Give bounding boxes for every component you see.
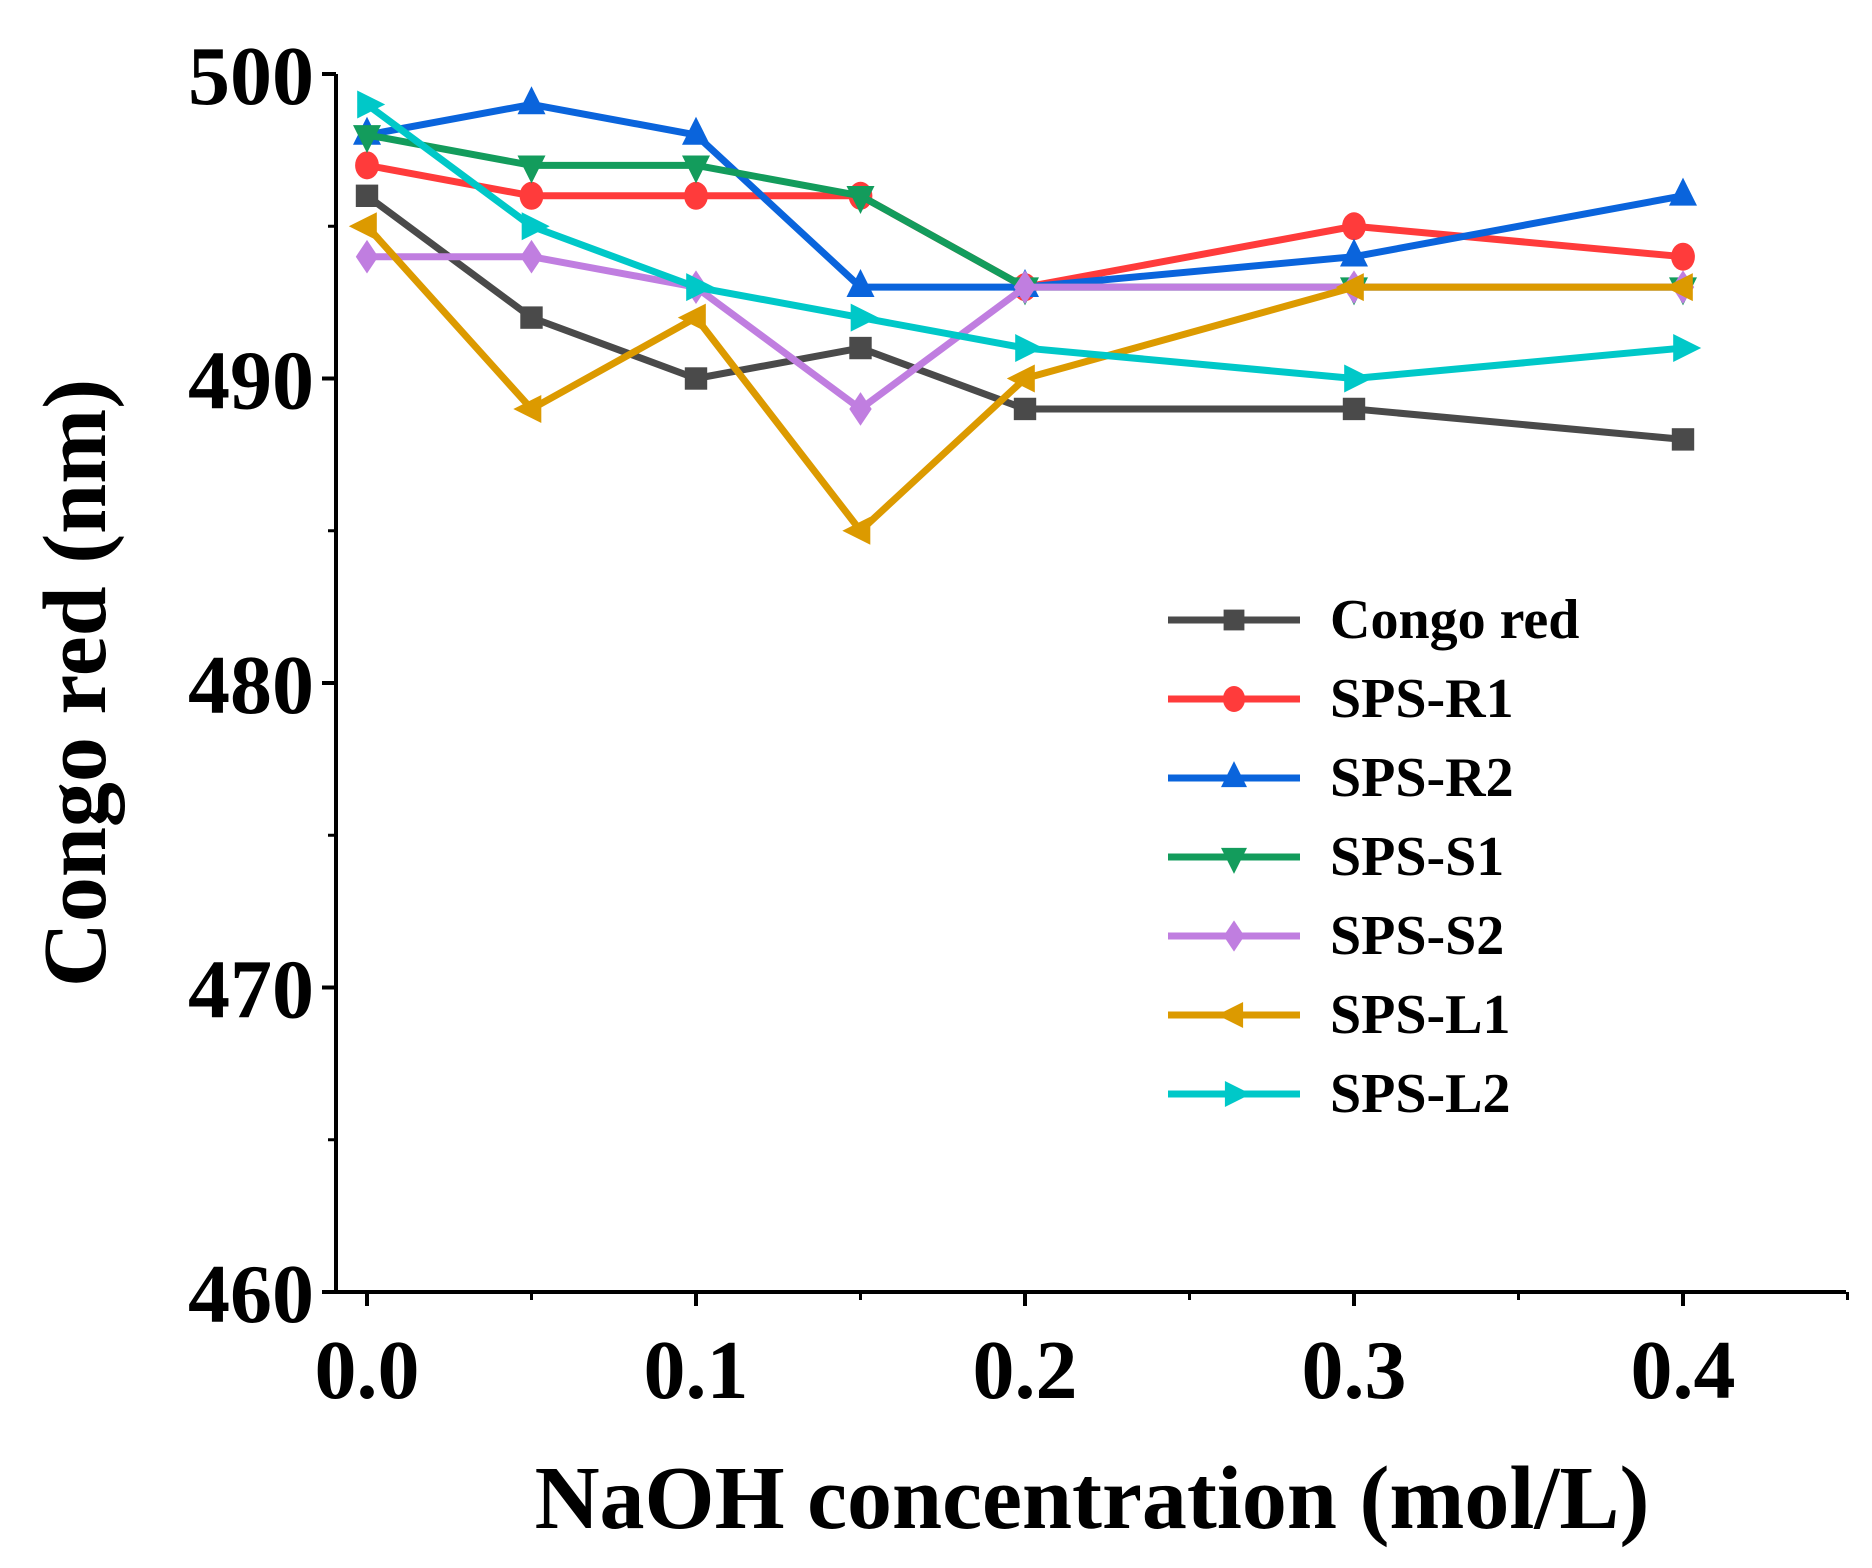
data-point-sps-s2 bbox=[355, 239, 379, 274]
data-point-congo-red bbox=[1013, 397, 1037, 421]
data-point-sps-l1 bbox=[513, 394, 542, 423]
data-point-sps-l2 bbox=[1344, 364, 1373, 393]
data-point-sps-s2 bbox=[520, 239, 543, 274]
legend-label: Congo red bbox=[1330, 589, 1579, 651]
legend-item-sps-r2: SPS-R2 bbox=[1168, 747, 1514, 809]
data-point-sps-r1 bbox=[684, 181, 708, 210]
data-point-sps-l1 bbox=[1335, 273, 1364, 302]
data-point-sps-r1 bbox=[355, 151, 379, 180]
data-point-sps-r2 bbox=[682, 116, 710, 145]
legend-item-sps-r1: SPS-R1 bbox=[1168, 668, 1514, 730]
data-point-sps-s1 bbox=[517, 155, 546, 184]
data-point-sps-l2 bbox=[686, 273, 715, 302]
data-point-congo-red bbox=[1342, 397, 1366, 421]
legend-label: SPS-S1 bbox=[1330, 826, 1504, 888]
data-point-sps-l1 bbox=[1664, 273, 1693, 302]
y-tick-label: 470 bbox=[188, 944, 314, 1037]
axes: 460 470 480 490 500 0.0 0.1 0.2 0.3 0.4 bbox=[188, 30, 1849, 1417]
y-tick-label: 500 bbox=[188, 30, 314, 123]
legend-marker bbox=[1223, 609, 1245, 631]
x-tick-label: 0.4 bbox=[1631, 1324, 1736, 1417]
data-point-sps-l2 bbox=[1673, 334, 1702, 363]
legend-item-sps-l1: SPS-L1 bbox=[1168, 984, 1511, 1046]
legend-label: SPS-S2 bbox=[1330, 905, 1504, 967]
data-point-sps-r1 bbox=[1671, 242, 1695, 271]
data-point-sps-r2 bbox=[846, 268, 875, 297]
legend-marker bbox=[1224, 1081, 1251, 1107]
series-sps-r2 bbox=[353, 86, 1697, 297]
data-point-sps-l1 bbox=[1006, 364, 1035, 393]
data-point-congo-red bbox=[1671, 428, 1695, 451]
data-point-sps-l2 bbox=[357, 90, 386, 119]
data-point-sps-l1 bbox=[348, 212, 377, 241]
legend-item-sps-l2: SPS-L2 bbox=[1168, 1063, 1511, 1125]
data-point-sps-r1 bbox=[1342, 212, 1366, 241]
data-point-sps-s1 bbox=[846, 186, 875, 214]
legend-marker bbox=[1221, 847, 1247, 874]
legend-item-congo-red: Congo red bbox=[1168, 589, 1579, 651]
x-tick-label: 0.2 bbox=[973, 1324, 1078, 1417]
series-sps-l2 bbox=[357, 90, 1702, 393]
series-sps-l1 bbox=[348, 212, 1693, 545]
legend-marker bbox=[1221, 761, 1247, 788]
data-point-sps-s2 bbox=[1013, 270, 1037, 304]
data-point-congo-red bbox=[520, 306, 543, 329]
x-axis-label: NaOH concentration (mol/L) bbox=[535, 1449, 1650, 1548]
data-point-sps-s2 bbox=[849, 392, 872, 426]
data-point-sps-l2 bbox=[850, 303, 879, 332]
data-point-sps-s1 bbox=[353, 125, 381, 154]
data-point-sps-r1 bbox=[519, 181, 544, 210]
legend: Congo red SPS-R1 SPS-R2 SPS-S1 SPS-S2 SPS-L1 S… bbox=[1168, 589, 1579, 1125]
legend-marker bbox=[1222, 686, 1246, 712]
x-tick-label: 0.1 bbox=[644, 1324, 749, 1417]
data-point-sps-l1 bbox=[677, 303, 706, 332]
data-point-congo-red bbox=[355, 184, 379, 207]
y-tick-label: 480 bbox=[188, 639, 314, 732]
legend-label: SPS-R2 bbox=[1330, 747, 1514, 809]
legend-marker bbox=[1217, 1002, 1244, 1028]
legend-item-sps-s1: SPS-S1 bbox=[1168, 826, 1504, 888]
y-axis-label: Congo red (nm) bbox=[26, 379, 125, 987]
x-tick-label: 0.3 bbox=[1302, 1324, 1407, 1417]
data-point-sps-l1 bbox=[842, 516, 871, 545]
data-point-sps-s1 bbox=[682, 155, 710, 184]
x-tick-label: 0.0 bbox=[315, 1324, 420, 1417]
legend-label: SPS-R1 bbox=[1330, 668, 1514, 730]
series-congo-red bbox=[355, 184, 1695, 451]
data-point-sps-l2 bbox=[521, 212, 550, 241]
data-point-congo-red bbox=[849, 336, 872, 360]
y-tick-label: 490 bbox=[188, 335, 314, 428]
legend-label: SPS-L1 bbox=[1330, 984, 1511, 1046]
series-line-sps-r1 bbox=[366, 161, 1684, 291]
y-tick-label: 460 bbox=[188, 1248, 314, 1341]
legend-item-sps-s2: SPS-S2 bbox=[1168, 905, 1504, 967]
data-point-sps-l2 bbox=[1015, 334, 1044, 363]
series-group bbox=[348, 86, 1702, 545]
legend-label: SPS-L2 bbox=[1330, 1063, 1511, 1125]
data-point-sps-r2 bbox=[1340, 238, 1368, 267]
data-point-congo-red bbox=[684, 367, 708, 390]
legend-marker bbox=[1223, 920, 1245, 952]
data-point-sps-r2 bbox=[1669, 177, 1697, 206]
data-point-sps-r2 bbox=[517, 86, 546, 115]
